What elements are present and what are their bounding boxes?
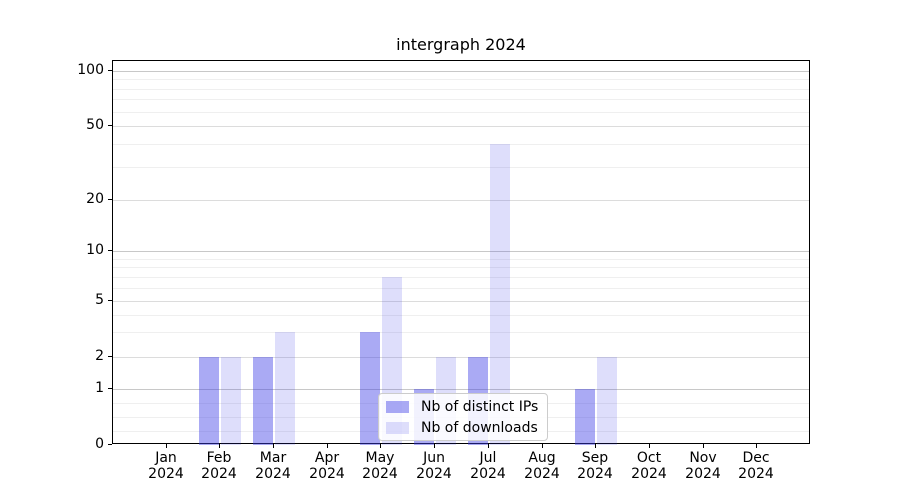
minor-gridline <box>113 79 809 80</box>
x-axis-tick-label: Aug 2024 <box>524 450 560 482</box>
y-axis-tick <box>108 388 112 389</box>
decade-gridline <box>113 71 809 72</box>
y-axis-tick <box>108 250 112 251</box>
y-axis-tick-label: 5 <box>95 292 104 308</box>
y-axis-tick-label: 1 <box>95 380 104 396</box>
x-axis-tick <box>756 444 757 448</box>
bar-downloads <box>221 357 241 445</box>
x-axis-tick-label: May 2024 <box>362 450 398 482</box>
y-axis-tick <box>108 125 112 126</box>
bar-downloads <box>597 357 617 445</box>
legend-label-distinct-ips: Nb of distinct IPs <box>421 398 539 415</box>
y-axis-tick-label: 100 <box>77 62 104 78</box>
y-axis-tick-label: 2 <box>95 348 104 364</box>
x-axis-tick-label: Feb 2024 <box>201 450 237 482</box>
minor-gridline <box>113 259 809 260</box>
minor-gridline <box>113 112 809 113</box>
plot-area <box>112 60 810 445</box>
y-axis-tick-label: 50 <box>86 117 104 133</box>
bar-downloads <box>490 144 510 445</box>
x-axis-tick <box>219 444 220 448</box>
legend-item-downloads: Nb of downloads <box>379 418 547 437</box>
y-axis-tick-label: 10 <box>86 242 104 258</box>
x-axis-tick <box>166 444 167 448</box>
major-gridline <box>113 200 809 201</box>
legend-label-downloads: Nb of downloads <box>421 419 538 436</box>
y-axis-tick <box>108 300 112 301</box>
minor-gridline <box>113 277 809 278</box>
x-axis-tick <box>488 444 489 448</box>
legend-swatch-distinct-ips <box>386 400 409 413</box>
bar-distinct-ips <box>253 357 273 445</box>
bar-distinct-ips <box>199 357 219 445</box>
minor-gridline <box>113 332 809 333</box>
minor-gridline <box>113 267 809 268</box>
x-axis-tick-label: Oct 2024 <box>631 450 667 482</box>
major-gridline <box>113 357 809 358</box>
x-axis-tick <box>327 444 328 448</box>
y-axis-tick <box>108 444 112 445</box>
x-axis-tick <box>434 444 435 448</box>
x-axis-tick <box>595 444 596 448</box>
minor-gridline <box>113 288 809 289</box>
legend: Nb of distinct IPs Nb of downloads <box>378 393 548 441</box>
x-axis-tick <box>542 444 543 448</box>
x-axis-tick <box>273 444 274 448</box>
bar-distinct-ips <box>575 389 595 445</box>
bar-distinct-ips <box>360 332 380 445</box>
minor-gridline <box>113 167 809 168</box>
x-axis-tick-label: Jun 2024 <box>416 450 452 482</box>
x-axis-tick-label: Sep 2024 <box>577 450 613 482</box>
x-axis-tick-label: Apr 2024 <box>309 450 345 482</box>
chart-title: intergraph 2024 <box>396 35 526 54</box>
decade-gridline <box>113 389 809 390</box>
minor-gridline <box>113 144 809 145</box>
y-axis-tick-label: 20 <box>86 191 104 207</box>
y-axis-tick <box>108 199 112 200</box>
x-axis-tick <box>649 444 650 448</box>
major-gridline <box>113 126 809 127</box>
x-axis-tick <box>380 444 381 448</box>
major-gridline <box>113 301 809 302</box>
legend-swatch-downloads <box>386 421 409 434</box>
minor-gridline <box>113 89 809 90</box>
x-axis-tick <box>703 444 704 448</box>
minor-gridline <box>113 315 809 316</box>
x-axis-tick-label: Jan 2024 <box>148 450 184 482</box>
y-axis-tick <box>108 70 112 71</box>
y-axis-tick <box>108 356 112 357</box>
minor-gridline <box>113 99 809 100</box>
y-axis-tick-label: 0 <box>95 436 104 452</box>
bar-downloads <box>275 332 295 445</box>
decade-gridline <box>113 251 809 252</box>
x-axis-tick-label: Dec 2024 <box>738 450 774 482</box>
legend-item-distinct-ips: Nb of distinct IPs <box>379 397 547 416</box>
x-axis-tick-label: Jul 2024 <box>470 450 506 482</box>
x-axis-tick-label: Mar 2024 <box>255 450 291 482</box>
x-axis-tick-label: Nov 2024 <box>685 450 721 482</box>
